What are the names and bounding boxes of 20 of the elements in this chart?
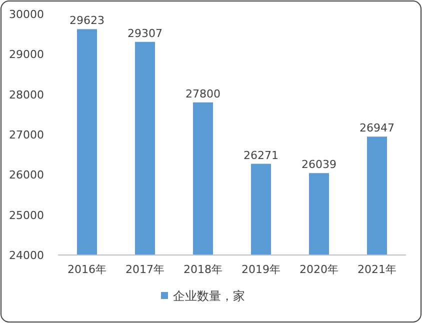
x-tick-label: 2018年 [184, 263, 222, 276]
x-tick-label: 2019年 [242, 263, 280, 276]
data-label: 29307 [128, 26, 162, 40]
x-tick-label: 2016年 [68, 263, 106, 276]
x-tick-label: 2021年 [358, 263, 396, 276]
x-tick-label: 2020年 [300, 263, 338, 276]
data-label: 26039 [302, 158, 336, 172]
data-label: 29623 [70, 14, 104, 28]
y-tick-label: 24000 [9, 249, 44, 262]
y-tick-label: 29000 [9, 48, 44, 62]
data-label: 27800 [186, 87, 220, 100]
y-tick-label: 25000 [9, 208, 44, 222]
data-label: 26947 [360, 122, 394, 135]
y-tick-label: 28000 [9, 88, 44, 102]
y-tick-label: 27000 [9, 128, 44, 142]
y-tick-label: 26000 [9, 168, 44, 182]
data-label: 26271 [244, 148, 278, 162]
legend-label: 企业数量，家 [173, 289, 245, 303]
x-tick-label: 2017年 [126, 263, 164, 276]
y-tick-label: 30000 [9, 8, 44, 21]
